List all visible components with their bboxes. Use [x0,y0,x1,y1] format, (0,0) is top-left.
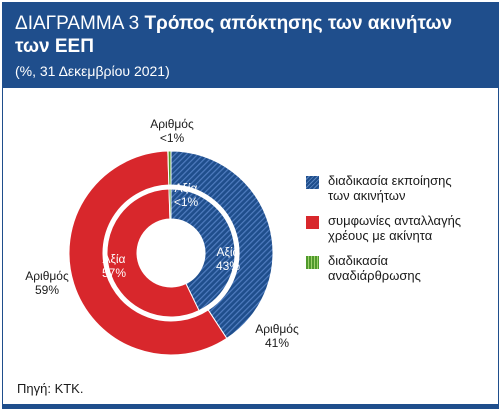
legend-swatch-debt-swap [306,216,319,229]
legend-swatch-disposal [306,176,319,189]
chart-title-main: Τρόπος απόκτησης των ακινήτων [144,13,453,34]
chart-title-line2: των ΕΕΠ [15,36,94,57]
legend-item-restructuring: διαδικασία αναδιάρθρωσης [306,253,496,283]
plot-area: Αριθμός 41% Αριθμός 59% Αριθμός <1% Αξία 43% Αξί… [3,88,500,378]
outer-label-disposal: Αριθμός 41% [255,322,299,350]
legend-label-disposal-2: των ακινήτων [328,188,406,203]
legend-label-restructuring-1: διαδικασία [328,253,389,268]
legend-swatch-restructuring [306,256,319,269]
source-note: Πηγή: ΚΤΚ. [17,381,84,396]
legend-label-disposal-1: διαδικασία εκποίησης [328,173,452,188]
donut-chart: Αριθμός 41% Αριθμός 59% Αριθμός <1% Αξία 43% Αξί… [25,117,299,356]
legend-label-debt-swap-2: χρέους με ακίνητα [328,228,433,243]
legend-item-debt-swap: συμφωνίες ανταλλαγής χρέους με ακίνητα [306,213,496,243]
outer-slice-disposal [170,150,274,340]
chart-title-prefix: ΔΙΑΓΡΑΜΜΑ 3 [15,13,140,34]
legend-label-restructuring-2: αναδιάρθρωσης [328,268,421,283]
inner-label-disposal: Αξία 43% [216,245,240,273]
inner-label-debt-swap: Αξία 57% [102,252,126,280]
chart-subtitle: (%, 31 Δεκεμβρίου 2021) [15,63,170,79]
outer-slice-debt-swap [68,150,228,356]
inner-label-restructuring: Αξία <1% [174,181,199,209]
chart-frame: ΔΙΑΓΡΑΜΜΑ 3 Τρόπος απόκτησης των ακινήτω… [2,2,499,409]
outer-slice-restructuring [167,150,172,186]
legend: διαδικασία εκποίησης των ακινήτων συμφων… [306,173,496,293]
chart-title: ΔΙΑΓΡΑΜΜΑ 3 Τρόπος απόκτησης των ακινήτω… [15,13,452,35]
chart-header: ΔΙΑΓΡΑΜΜΑ 3 Τρόπος απόκτησης των ακινήτω… [3,3,498,88]
outer-label-restructuring: Αριθμός <1% [150,117,194,145]
inner-slice-debt-swap [106,188,200,318]
inner-slice-restructuring [168,188,172,220]
bottom-rule [3,404,498,408]
outer-label-debt-swap: Αριθμός 59% [25,269,69,297]
inner-slice-disposal [170,188,236,312]
legend-item-disposal: διαδικασία εκποίησης των ακινήτων [306,173,496,203]
legend-label-debt-swap-1: συμφωνίες ανταλλαγής [328,213,462,228]
